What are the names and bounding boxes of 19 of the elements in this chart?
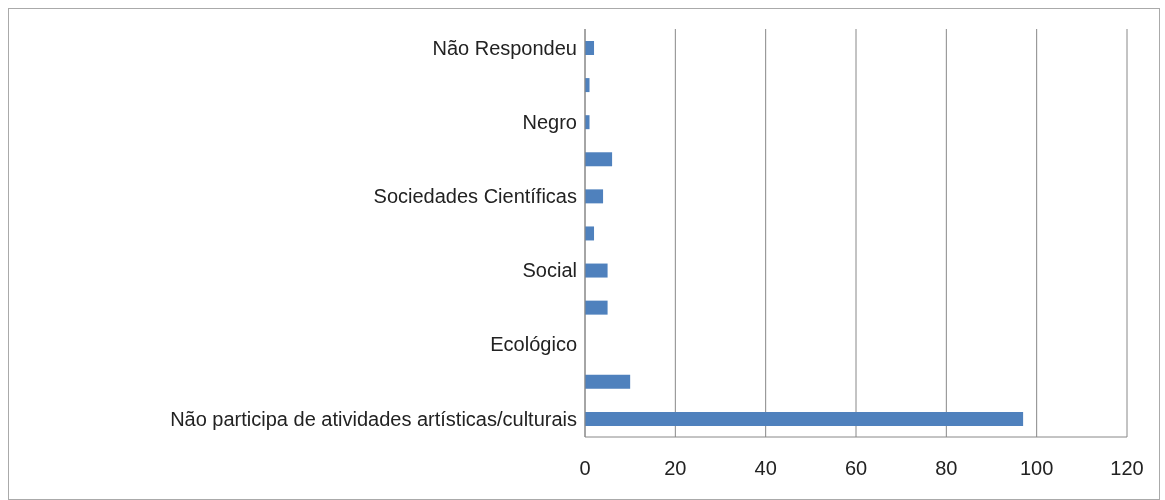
y-tick-label: Negro bbox=[522, 110, 577, 133]
y-tick-label: Ecológico bbox=[490, 333, 577, 356]
y-tick-label: Sociedades Científicas bbox=[373, 185, 577, 208]
x-tick-label: 0 bbox=[579, 457, 591, 480]
bar bbox=[585, 152, 613, 167]
bar bbox=[585, 263, 608, 278]
y-tick-label: Social bbox=[522, 259, 577, 282]
x-tick-label: 120 bbox=[1110, 457, 1144, 480]
x-tick-label: 60 bbox=[844, 457, 868, 480]
x-tick-label: 100 bbox=[1019, 457, 1054, 480]
x-tick-label: 80 bbox=[935, 457, 958, 480]
bar bbox=[585, 300, 608, 315]
bar bbox=[585, 374, 631, 389]
y-tick-label: Não Respondeu bbox=[432, 36, 577, 59]
x-tick-label: 40 bbox=[754, 457, 777, 480]
bar bbox=[585, 411, 1024, 426]
bar bbox=[585, 189, 604, 204]
x-tick-label: 20 bbox=[664, 457, 687, 480]
y-tick-label: Não participa de atividades artísticas/culturais bbox=[170, 407, 577, 430]
